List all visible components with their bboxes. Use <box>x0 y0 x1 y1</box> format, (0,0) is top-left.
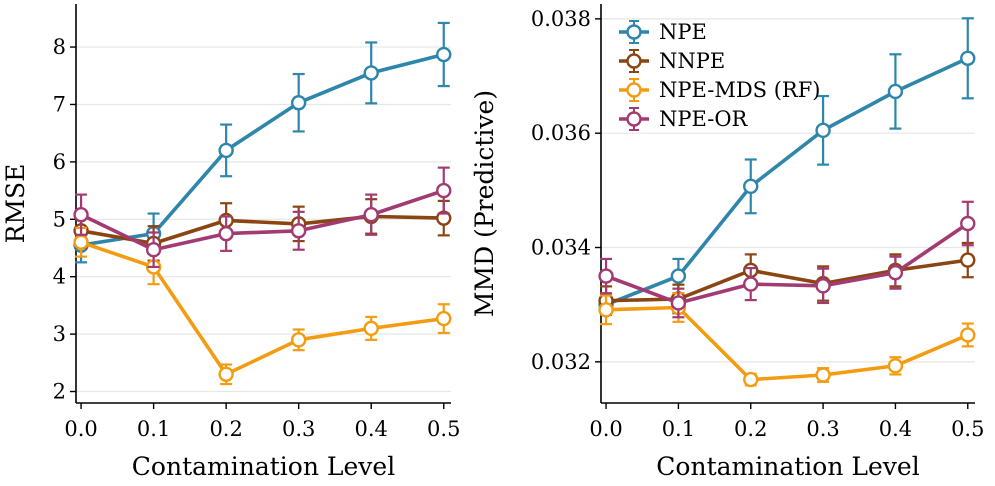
panel-rmse: 2 3 4 5 6 7 8 0.0 0.1 0.2 0.3 0.4 0.5 Contamination L… <box>1 4 460 481</box>
y-tick-label: 0.036 <box>531 121 591 145</box>
series-npe-mds-rf- <box>73 226 452 386</box>
data-point <box>960 252 976 268</box>
y-tick-label: 6 <box>53 150 66 174</box>
data-point <box>887 358 904 374</box>
data-point <box>145 242 162 258</box>
data-point <box>670 268 687 284</box>
data-point <box>815 367 831 383</box>
y-tick-label: 4 <box>53 265 66 289</box>
data-point <box>887 83 904 100</box>
legend-label: NNPE <box>659 49 725 73</box>
data-point <box>960 50 976 67</box>
series-line <box>605 56 969 307</box>
data-point <box>436 310 452 327</box>
data-point <box>436 46 452 63</box>
legend-label: NPE <box>659 20 707 44</box>
data-point <box>290 95 307 111</box>
data-point <box>363 320 379 337</box>
data-point <box>743 276 759 292</box>
data-point <box>73 206 89 223</box>
series-line <box>80 240 444 377</box>
legend-swatch-marker <box>626 111 642 127</box>
x-tick-label: 0.0 <box>64 417 97 441</box>
y-tick-label: 8 <box>53 35 66 59</box>
series-nnpe <box>598 241 976 317</box>
x-tick-label: 0.2 <box>734 417 767 441</box>
x-tick-label: 0.5 <box>951 417 984 441</box>
legend-item: NPE-MDS (RF) <box>619 78 821 102</box>
data-point <box>960 327 976 343</box>
x-tick-label: 0.3 <box>282 417 315 441</box>
data-point <box>218 366 234 382</box>
data-point <box>598 302 614 318</box>
data-point <box>363 65 379 81</box>
x-tick-label: 0.5 <box>427 417 460 441</box>
series-line <box>605 222 969 305</box>
y-tick-label: 5 <box>53 207 66 231</box>
series-line <box>80 214 444 246</box>
series-npe-or <box>73 166 452 269</box>
x-tick-label: 0.0 <box>589 417 622 441</box>
legend-item: NNPE <box>619 49 725 73</box>
x-tick-label: 0.4 <box>879 417 912 441</box>
x-tick-label: 0.2 <box>209 417 242 441</box>
x-tick-label: 0.4 <box>355 417 388 441</box>
legend-swatch-marker <box>626 53 642 69</box>
data-point <box>743 178 759 195</box>
data-point <box>218 225 234 242</box>
x-axis-label: Contamination Level <box>132 452 395 481</box>
legend: NPE NNPE NPE-MDS (RF) NPE-OR <box>619 20 821 131</box>
series-npe-or <box>598 200 976 319</box>
series-line <box>80 52 445 247</box>
y-axis-label: RMSE <box>1 164 30 244</box>
data-point <box>73 234 89 250</box>
y-tick-label: 0.034 <box>531 236 591 260</box>
data-point <box>743 371 759 388</box>
legend-swatch-marker <box>626 24 642 40</box>
x-tick-label: 0.3 <box>806 417 839 441</box>
legend-label: NPE-MDS (RF) <box>659 78 821 102</box>
y-tick-label: 7 <box>53 92 66 116</box>
y-tick-label: 3 <box>53 322 66 346</box>
data-point <box>815 122 831 139</box>
series-npe-mds-rf- <box>598 292 976 388</box>
x-tick-label: 0.1 <box>137 417 170 441</box>
legend-label: NPE-OR <box>659 107 749 131</box>
data-point <box>436 182 452 199</box>
data-point <box>290 332 307 348</box>
x-tick-label: 0.1 <box>662 417 695 441</box>
legend-swatch-marker <box>626 82 642 98</box>
data-point <box>290 223 307 239</box>
series-line <box>80 188 445 252</box>
data-point <box>670 295 687 311</box>
data-point <box>887 264 904 281</box>
x-axis-label: Contamination Level <box>656 452 919 481</box>
data-point <box>960 215 976 232</box>
data-point <box>363 206 379 223</box>
y-tick-label: 0.032 <box>531 350 591 374</box>
legend-item: NPE-OR <box>619 107 749 131</box>
series-npe <box>73 21 452 264</box>
data-point <box>598 268 614 284</box>
y-tick-label: 0.038 <box>531 7 591 31</box>
y-tick-label: 2 <box>53 380 66 404</box>
legend-item: NPE <box>619 20 707 44</box>
data-point <box>218 142 234 159</box>
panel-mmd: 0.032 0.034 0.036 0.038 0.0 0.1 0.2 0.3 0.4 0.5 Co… <box>470 4 984 481</box>
y-axis-label: MMD (Predictive) <box>470 90 499 317</box>
data-point <box>815 278 831 294</box>
series-line <box>606 305 969 382</box>
